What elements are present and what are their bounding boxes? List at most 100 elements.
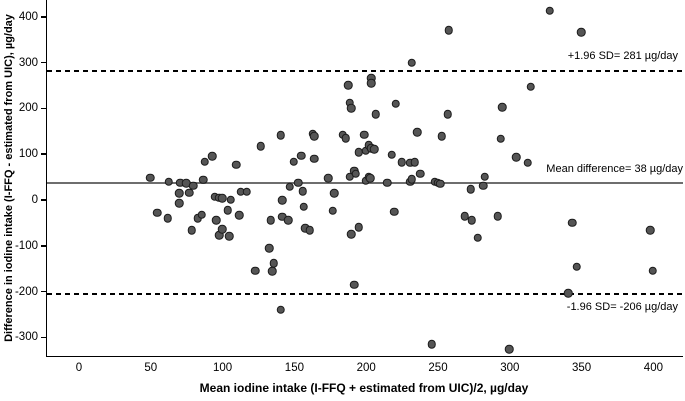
data-point — [407, 58, 416, 67]
data-point — [199, 175, 208, 185]
data-point — [242, 187, 251, 196]
data-point — [479, 181, 488, 191]
data-point — [298, 187, 307, 196]
data-point — [174, 198, 184, 208]
x-tick-label: 100 — [213, 362, 233, 374]
y-tick-label: 300 — [18, 56, 38, 69]
data-point — [416, 169, 425, 179]
x-tick-label: 250 — [428, 362, 448, 374]
data-point — [437, 132, 447, 141]
data-point — [189, 181, 198, 191]
mean-label: Mean difference= 38 µg/day — [546, 162, 683, 175]
data-point — [268, 267, 277, 276]
data-point — [232, 160, 241, 169]
data-point — [197, 210, 207, 219]
data-point — [473, 233, 482, 242]
y-tick-mark — [41, 107, 46, 110]
data-point — [436, 179, 445, 189]
data-point — [523, 158, 533, 168]
data-point — [526, 82, 536, 92]
data-point — [146, 173, 155, 182]
data-point — [276, 305, 286, 315]
data-point — [354, 222, 363, 232]
x-tick-label: 50 — [144, 362, 158, 374]
x-tick-label: 350 — [572, 362, 592, 374]
data-point — [467, 215, 477, 225]
y-tick-label: 400 — [18, 10, 38, 23]
data-point — [563, 289, 573, 298]
data-point — [427, 340, 436, 349]
data-point — [407, 175, 416, 184]
data-point — [505, 345, 514, 354]
data-point — [309, 154, 319, 164]
data-point — [572, 262, 582, 272]
data-point — [283, 215, 293, 225]
x-tick-label: 150 — [284, 362, 304, 374]
data-point — [163, 214, 172, 223]
data-point — [568, 218, 577, 228]
data-point — [390, 207, 399, 217]
data-point — [512, 153, 521, 162]
y-tick-label: -300 — [14, 331, 38, 344]
data-point — [269, 258, 279, 268]
data-point — [443, 110, 452, 119]
data-point — [324, 173, 333, 183]
data-point — [576, 28, 586, 37]
data-point — [184, 188, 194, 197]
data-point — [360, 130, 369, 139]
data-point — [347, 230, 356, 239]
data-point — [545, 6, 554, 16]
data-point — [365, 173, 375, 183]
y-tick-mark — [41, 16, 46, 18]
data-point — [223, 205, 233, 215]
data-point — [250, 266, 260, 275]
data-point — [309, 132, 319, 141]
data-point — [493, 211, 503, 221]
data-point — [225, 231, 234, 241]
data-point — [444, 25, 454, 35]
data-point — [351, 169, 360, 179]
data-point — [648, 266, 658, 275]
lower-loa-line — [47, 293, 683, 295]
data-point — [217, 225, 227, 234]
data-point — [266, 215, 276, 225]
data-point — [645, 225, 655, 235]
data-point — [367, 78, 376, 88]
data-point — [349, 280, 359, 289]
y-tick-label: -100 — [14, 239, 38, 252]
y-tick-mark — [41, 199, 46, 201]
data-point — [235, 210, 244, 220]
data-point — [329, 188, 339, 198]
x-tick-label: 0 — [75, 362, 83, 374]
data-point — [296, 151, 306, 160]
y-tick-label: -200 — [14, 285, 38, 298]
y-tick-mark — [41, 245, 46, 247]
y-tick-label: 0 — [31, 194, 38, 206]
lower-loa-label: -1.96 SD= -206 µg/day — [566, 301, 678, 314]
y-tick-mark — [41, 153, 46, 155]
data-point — [413, 127, 422, 137]
data-point — [276, 131, 286, 140]
data-point — [293, 178, 303, 187]
data-point — [305, 225, 314, 235]
data-point — [328, 206, 337, 216]
data-point — [207, 152, 217, 161]
x-tick-label: 400 — [643, 362, 663, 374]
x-tick-label: 300 — [500, 362, 520, 374]
y-tick-label: 200 — [18, 102, 38, 115]
plot-area — [46, 0, 683, 357]
y-tick-mark — [41, 290, 46, 293]
data-point — [497, 103, 507, 112]
data-point — [371, 110, 380, 119]
data-point — [289, 157, 299, 166]
data-point — [174, 188, 184, 198]
data-point — [480, 172, 490, 181]
data-point — [299, 202, 309, 212]
data-point — [212, 215, 221, 225]
data-point — [341, 133, 350, 143]
data-point — [382, 178, 392, 187]
data-point — [226, 195, 235, 204]
data-point — [496, 134, 505, 143]
data-point — [217, 193, 227, 203]
